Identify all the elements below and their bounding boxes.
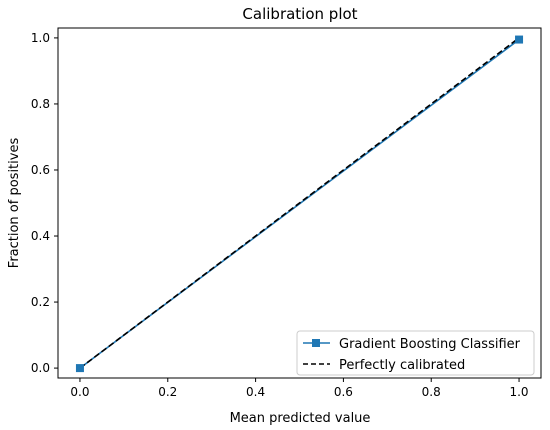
y-tick-label: 0.4: [31, 229, 50, 243]
legend-label-gradient-boosting: Gradient Boosting Classifier: [339, 337, 521, 352]
x-axis-ticks: 0.0 0.2 0.4 0.6 0.8 1.0: [70, 378, 529, 399]
x-tick-label: 1.0: [509, 385, 528, 399]
series-layer: [75, 35, 524, 373]
x-tick-label: 0.6: [334, 385, 353, 399]
y-tick-label: 0.6: [31, 163, 50, 177]
data-point-marker: [75, 364, 84, 373]
y-axis-ticks: 0.0 0.2 0.4 0.6 0.8 1.0: [31, 31, 58, 375]
series-line-perfectly-calibrated: [79, 37, 520, 369]
x-tick-label: 0.8: [422, 385, 441, 399]
legend: Gradient Boosting Classifier Perfectly c…: [296, 330, 535, 376]
data-point-marker: [515, 35, 524, 44]
x-tick-label: 0.2: [158, 385, 177, 399]
x-axis-label: Mean predicted value: [230, 411, 371, 426]
y-tick-label: 0.8: [31, 97, 50, 111]
chart-title: Calibration plot: [242, 5, 357, 23]
x-tick-label: 0.0: [70, 385, 89, 399]
plot-area-frame: [57, 27, 542, 379]
x-tick-label: 0.4: [246, 385, 265, 399]
y-tick-label: 0.2: [31, 295, 50, 309]
y-axis-label: Fraction of positives: [7, 138, 22, 269]
y-tick-label: 0.0: [31, 361, 50, 375]
legend-frame: [296, 330, 535, 376]
legend-label-perfectly-calibrated: Perfectly calibrated: [339, 358, 465, 373]
legend-marker-gradient-boosting: [312, 339, 320, 347]
y-tick-label: 1.0: [31, 31, 50, 45]
